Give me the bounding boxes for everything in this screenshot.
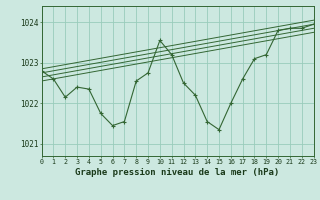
X-axis label: Graphe pression niveau de la mer (hPa): Graphe pression niveau de la mer (hPa) [76,168,280,177]
